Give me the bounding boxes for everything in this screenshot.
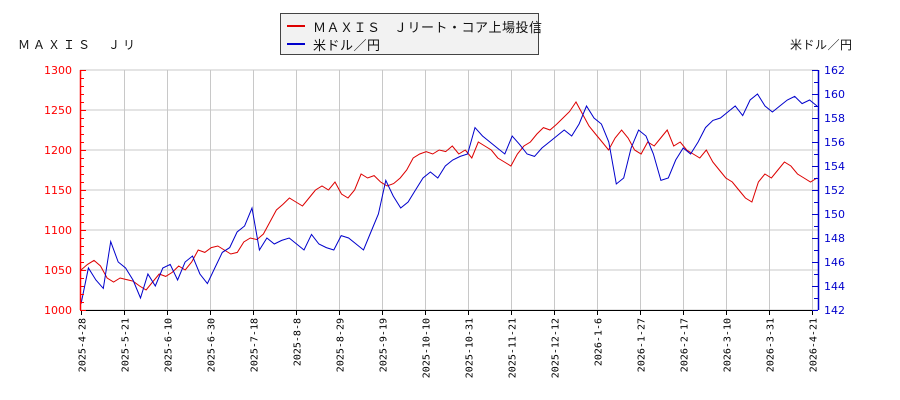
x-tick-label: 2025-10-31 <box>465 318 476 378</box>
left-tick-label: 1200 <box>44 144 72 157</box>
right-tick-label: 152 <box>824 184 845 197</box>
x-tick-label: 2025-6-30 <box>207 318 218 372</box>
x-tick-label: 2026-3-31 <box>766 318 777 372</box>
x-tick-label: 2026-1-27 <box>637 318 648 372</box>
x-tick-label: 2026-1-6 <box>594 318 605 366</box>
series-line-maxis-jreit <box>80 101 818 291</box>
legend-item-maxis: ＭＡＸＩＳ Ｊリート・コア上場投信 <box>287 17 543 36</box>
left-tick-label: 1150 <box>44 184 72 197</box>
right-tick-label: 156 <box>824 136 845 149</box>
right-tick-label: 158 <box>824 112 845 125</box>
legend-label-maxis: ＭＡＸＩＳ Ｊリート・コア上場投信 <box>313 20 543 36</box>
x-tick-label: 2026-4-21 <box>809 318 820 372</box>
right-axis-title: 米ドル／円 <box>790 38 853 52</box>
x-tick-label: 2026-2-17 <box>680 318 691 372</box>
left-axis-title: ＭＡＸＩＳ Ｊリ <box>18 38 139 52</box>
right-tick-label: 142 <box>824 304 845 317</box>
legend-item-usdjpy: 米ドル／円 <box>287 35 381 54</box>
chart-legend: ＭＡＸＩＳ Ｊリート・コア上場投信 米ドル／円 <box>280 13 542 55</box>
series-line-usd-jpy <box>80 93 818 305</box>
x-tick-label: 2025-6-10 <box>164 318 175 372</box>
left-tick-label: 1050 <box>44 264 72 277</box>
legend-swatch-red <box>287 25 305 27</box>
series-lines <box>80 93 818 305</box>
right-tick-label: 150 <box>824 208 845 221</box>
x-tick-label: 2025-9-19 <box>379 318 390 372</box>
right-tick-label: 160 <box>824 88 845 101</box>
x-tick-label: 2025-4-28 <box>78 318 89 372</box>
x-tick-label: 2025-10-10 <box>422 318 433 378</box>
right-tick-label: 144 <box>824 280 845 293</box>
right-tick-label: 162 <box>824 64 845 77</box>
left-tick-label: 1300 <box>44 64 72 77</box>
right-tick-label: 146 <box>824 256 845 269</box>
x-tick-label: 2025-7-18 <box>250 318 261 372</box>
axes: 2025-4-28 2025-5-21 2025-6-10 2025-6-30 2025… <box>44 64 845 378</box>
right-tick-label: 148 <box>824 232 845 245</box>
left-tick-label: 1100 <box>44 224 72 237</box>
x-tick-label: 2025-8-8 <box>293 318 304 366</box>
x-tick-label: 2025-8-29 <box>336 318 347 372</box>
right-tick-label: 154 <box>824 160 845 173</box>
x-tick-label: 2025-12-12 <box>551 318 562 378</box>
x-tick-label: 2025-11-21 <box>508 318 519 378</box>
legend-swatch-blue <box>287 43 305 45</box>
left-tick-label: 1000 <box>44 304 72 317</box>
x-tick-label: 2025-5-21 <box>121 318 132 372</box>
legend-label-usdjpy: 米ドル／円 <box>313 38 381 54</box>
grid-lines <box>80 69 818 311</box>
x-tick-label: 2026-3-10 <box>723 318 734 372</box>
left-tick-label: 1250 <box>44 104 72 117</box>
